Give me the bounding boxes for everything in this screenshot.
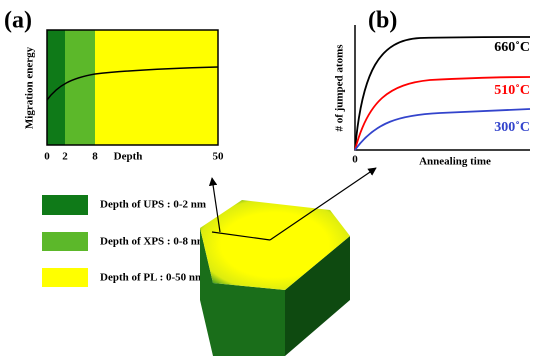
x-tick-label: 0 — [44, 151, 50, 163]
prism-left-face — [200, 228, 285, 356]
x-tick-label: 50 — [213, 151, 225, 163]
prism-right-face — [285, 236, 350, 356]
x-axis-title: Depth — [114, 151, 143, 163]
prism-top — [200, 200, 350, 290]
legend-swatch — [42, 195, 88, 215]
legend-swatch — [42, 268, 88, 287]
band-xps — [65, 30, 95, 145]
energy-curve — [46, 66, 219, 101]
curve-label: 300˚C — [494, 120, 530, 135]
curve-label: 660˚C — [494, 40, 530, 55]
curve — [354, 36, 531, 151]
curve — [354, 76, 531, 151]
panel-label: (b) — [368, 8, 397, 34]
x-tick-label: 8 — [92, 151, 98, 163]
legend-text: Depth of PL : 0-50 nm — [100, 272, 204, 284]
legend-text: Depth of UPS : 0-2 nm — [100, 199, 206, 211]
arrow — [208, 177, 221, 233]
legend-text: Depth of XPS : 0-8 nm — [100, 236, 206, 248]
band-pl — [95, 30, 218, 145]
band-ups — [47, 30, 65, 145]
curve — [354, 108, 531, 151]
x-tick-label: 0 — [352, 154, 358, 166]
x-tick-label: 2 — [62, 151, 68, 163]
plot-frame — [46, 29, 219, 146]
legend-swatch — [42, 232, 88, 251]
y-axis-title: # of jumped atoms — [334, 44, 346, 132]
arrow — [269, 167, 377, 241]
x-axis-title: Annealing time — [419, 156, 491, 168]
pointer — [211, 231, 271, 241]
panel-label: (a) — [4, 8, 32, 34]
curve-label: 510˚C — [494, 83, 530, 98]
y-axis-title: Migration energy — [24, 46, 36, 129]
